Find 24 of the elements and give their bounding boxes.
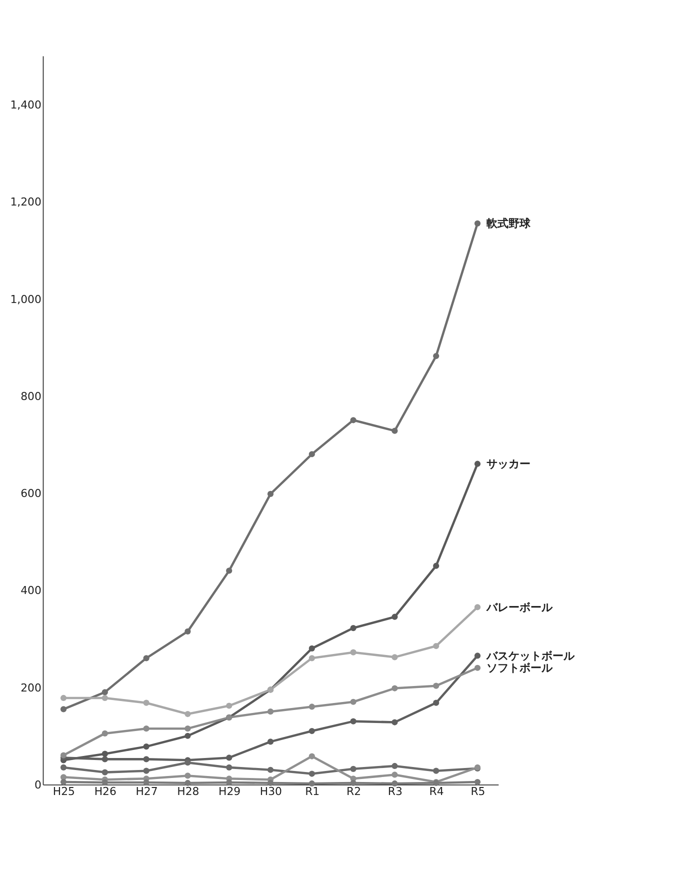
y-tick-label: 400 <box>20 584 42 598</box>
x-tick-label: H27 <box>136 784 158 798</box>
y-tick-label: 1,200 <box>10 196 42 209</box>
y-tick-label: 600 <box>20 487 42 500</box>
x-tick-label: H25 <box>52 784 76 798</box>
series-label: サッカー <box>486 457 531 470</box>
y-tick-label: 0 <box>34 778 42 792</box>
y-tick-label: 1,400 <box>10 98 42 112</box>
series-label: バレーボール <box>486 600 554 614</box>
y-tick-label: 200 <box>20 681 42 694</box>
series-label: バスケットボール <box>486 649 576 662</box>
x-tick-label: R5 <box>470 784 486 798</box>
y-tick-label: 800 <box>20 390 42 403</box>
x-tick-label: R2 <box>346 784 362 798</box>
x-tick-label: H30 <box>260 784 282 798</box>
x-tick-label: H26 <box>94 784 116 798</box>
y-tick-label: 1,000 <box>10 292 42 306</box>
x-tick-label: H28 <box>177 784 200 798</box>
x-tick-label: R1 <box>305 784 320 798</box>
x-tick-label: R3 <box>388 784 402 798</box>
series-label: ソフトボール <box>486 662 554 675</box>
x-tick-label: R4 <box>429 784 444 798</box>
x-tick-label: H29 <box>218 784 241 798</box>
series-label: 軟式野球 <box>486 217 532 230</box>
